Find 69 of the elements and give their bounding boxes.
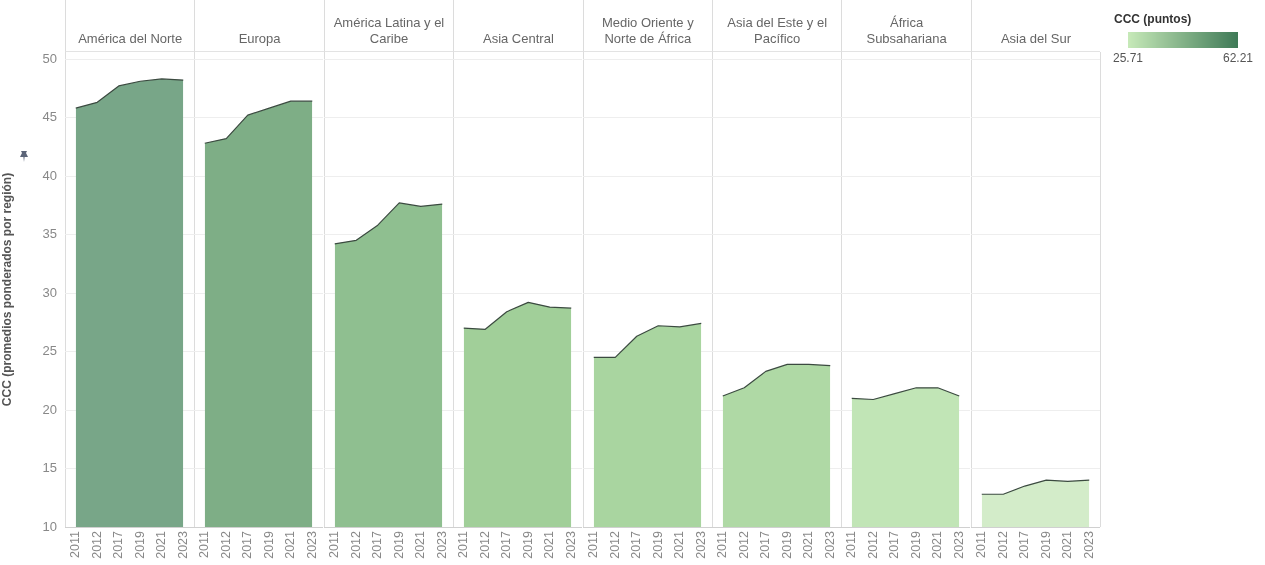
x-tick-label: 2012 xyxy=(866,530,881,559)
x-tick-label: 2021 xyxy=(154,530,169,559)
x-tick-label: 2017 xyxy=(370,530,384,559)
chart-title: Europa xyxy=(194,0,324,52)
x-tick-label: 2012 xyxy=(348,530,363,559)
x-tick-label: 2019 xyxy=(391,530,406,559)
y-tick-label: 45 xyxy=(42,109,57,125)
x-tick-label: 2012 xyxy=(219,530,234,559)
x-tick-label: 2021 xyxy=(930,530,945,559)
x-tick-label: 2019 xyxy=(650,530,665,559)
x-tick-label: 2019 xyxy=(779,530,794,559)
chart-title: Medio Oriente y Norte de África xyxy=(582,0,712,52)
x-tick-label: 2011 xyxy=(715,530,730,558)
x-tick-label: 2023 xyxy=(952,530,967,559)
x-tick-label: 2017 xyxy=(240,530,255,559)
chart-title: América Latina y el Caribe xyxy=(323,0,454,52)
x-tick-label: 2012 xyxy=(736,530,751,559)
chart-title: África Subsahariana xyxy=(841,0,971,52)
x-tick-label: 2021 xyxy=(801,530,816,559)
x-tick-label: 2021 xyxy=(1060,530,1074,559)
y-axis-title: CCC (promedios ponderados por región) xyxy=(0,172,14,407)
x-tick-label: 2023 xyxy=(1081,530,1096,559)
x-tick-label: 2023 xyxy=(822,530,837,559)
y-tick-label: 15 xyxy=(42,460,57,476)
x-tick-label: 2017 xyxy=(499,530,514,559)
x-tick-label: 2017 xyxy=(628,530,643,559)
chart-title: Asia Central xyxy=(453,0,583,52)
x-tick-label: 2011 xyxy=(327,530,341,558)
color-bar-title: CCC (puntos) xyxy=(1114,12,1192,26)
x-tick-label: 2012 xyxy=(607,530,622,559)
x-tick-label: 2023 xyxy=(563,530,578,559)
x-tick-label: 2023 xyxy=(693,530,708,559)
y-tick-label: 25 xyxy=(42,343,57,359)
y-tick-label: 10 xyxy=(42,518,57,534)
x-tick-label: 2021 xyxy=(542,530,557,559)
x-tick-label: 2012 xyxy=(89,530,104,559)
x-tick-label: 2011 xyxy=(585,530,600,558)
x-tick-label: 2011 xyxy=(197,530,212,558)
x-tick-label: 2017 xyxy=(758,530,773,559)
y-tick-label: 35 xyxy=(42,226,57,242)
x-tick-label: 2019 xyxy=(262,530,277,559)
x-tick-label: 2023 xyxy=(175,530,190,559)
x-tick-label: 2011 xyxy=(68,530,83,558)
chart-title: Asia del Este y el Pacífico xyxy=(712,0,842,52)
x-tick-label: 2019 xyxy=(132,530,147,559)
x-tick-label: 2011 xyxy=(974,530,988,558)
x-tick-label: 2012 xyxy=(477,530,492,559)
x-tick-label: 2023 xyxy=(434,530,449,559)
y-tick-label: 40 xyxy=(42,167,57,183)
chart-title: Asia del Sur xyxy=(970,0,1101,52)
x-tick-label: 2021 xyxy=(413,530,427,559)
x-tick-label: 2011 xyxy=(844,530,859,558)
color-bar-label: 25.71 xyxy=(1112,51,1144,65)
x-tick-label: 2017 xyxy=(111,530,126,559)
x-tick-label: 2019 xyxy=(1038,530,1053,559)
x-tick-label: 2021 xyxy=(283,530,298,559)
x-tick-label: 2021 xyxy=(671,530,686,559)
x-tick-label: 2023 xyxy=(305,530,320,559)
y-tick-label: 20 xyxy=(42,401,57,417)
x-tick-label: 2017 xyxy=(887,530,902,559)
x-tick-label: 2019 xyxy=(520,530,535,559)
x-tick-label: 2017 xyxy=(1017,530,1031,559)
color-bar-label: 62.21 xyxy=(1222,51,1254,65)
x-tick-label: 2011 xyxy=(456,530,471,558)
y-tick-label: 50 xyxy=(42,50,57,66)
x-tick-label: 2012 xyxy=(995,530,1010,559)
chart-title: América del Norte xyxy=(65,0,195,52)
x-tick-label: 2019 xyxy=(909,530,924,559)
y-tick-label: 30 xyxy=(42,284,57,300)
